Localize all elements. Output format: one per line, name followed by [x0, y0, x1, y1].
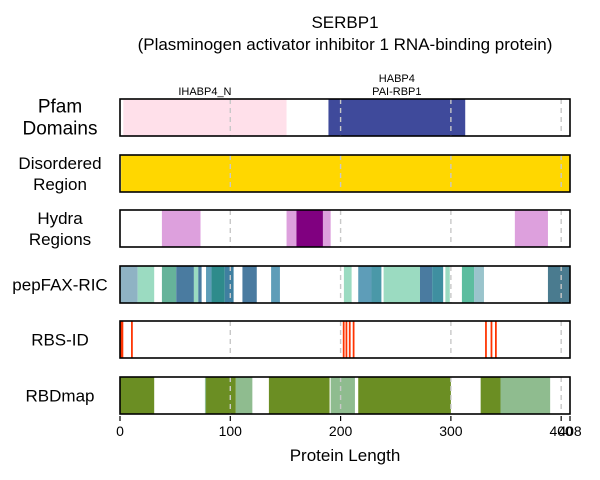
x-tick-label-400: 400	[549, 423, 573, 439]
track-border	[119, 320, 571, 359]
segment-pepfax-19	[474, 266, 484, 303]
track-label-pfam-0: Pfam	[38, 97, 82, 118]
track-border	[119, 376, 571, 415]
segment-pepfax-13	[371, 266, 382, 303]
segment-rbdmap-1	[204, 377, 207, 414]
track-label-hydra-1: Regions	[29, 230, 91, 249]
segment-pepfax-12	[358, 266, 372, 303]
segment-pepfax-7	[211, 266, 225, 303]
track-label-pepfax-0: pepFAX-RIC	[12, 276, 107, 295]
segment-pepfax-5	[198, 266, 202, 303]
segment-pepfax-18	[461, 266, 475, 303]
track-label-rbsid-0: RBS-ID	[31, 331, 89, 350]
track-label-disordered-1: Region	[33, 175, 87, 194]
segment-pepfax-14	[383, 266, 420, 303]
segment-rbdmap-6	[358, 377, 451, 414]
x-tick-label-408: 408	[558, 423, 582, 439]
segment-rbsid-0	[120, 321, 124, 358]
segment-rbsid-7	[490, 321, 493, 358]
segment-pepfax-16	[432, 266, 444, 303]
chart-title-line: SERBP1	[311, 13, 378, 32]
segment-rbdmap-7	[480, 377, 501, 414]
track-label-hydra-0: Hydra	[37, 209, 83, 228]
track-hydra: Hydra Regions	[29, 209, 571, 249]
segment-hydra-1	[286, 210, 297, 247]
chart-title: SERBP1 (Plasminogen activator inhibitor …	[138, 13, 553, 54]
segment-pepfax-10	[271, 266, 280, 303]
track-rbdmap: RBDmap	[26, 376, 571, 415]
segment-rbdmap-0	[120, 377, 155, 414]
track-border	[119, 154, 571, 193]
segment-rbsid-6	[485, 321, 487, 358]
segment-hydra-3	[322, 210, 331, 247]
segment-rbsid-3	[345, 321, 348, 358]
segment-pepfax-6	[206, 266, 212, 303]
track-pepfax: pepFAX-RIC	[12, 265, 571, 304]
track-label-disordered-0: Disordered	[18, 154, 101, 173]
track-border	[119, 209, 571, 248]
track-disordered: Disordered Region	[18, 154, 571, 194]
x-tick-label-200: 200	[329, 423, 353, 439]
segment-rbsid-4	[348, 321, 351, 358]
segment-rbdmap-4	[268, 377, 330, 414]
segment-rbdmap-3	[235, 377, 253, 414]
x-tick-label-300: 300	[439, 423, 463, 439]
segment-rbsid-2	[342, 321, 345, 358]
segment-pepfax-9	[242, 266, 257, 303]
segment-pepfax-15	[420, 266, 433, 303]
segment-pfam-1	[328, 99, 466, 136]
segment-pepfax-0	[120, 266, 138, 303]
track-border	[119, 98, 571, 137]
domain-label-0-0: IHABP4_N	[178, 86, 231, 98]
track-label-pfam-1: Domains	[23, 119, 98, 140]
chart-subtitle-line: (Plasminogen activator inhibitor 1 RNA-b…	[138, 35, 553, 54]
domain-label-1-0: HABP4	[379, 73, 415, 85]
segment-rbsid-8	[495, 321, 497, 358]
domain-label-1-1: PAI-RBP1	[372, 86, 421, 98]
x-tick-label-0: 0	[116, 423, 124, 439]
segment-pepfax-4	[193, 266, 199, 303]
segment-rbdmap-2	[206, 377, 236, 414]
track-background	[120, 321, 570, 358]
segment-pepfax-2	[161, 266, 177, 303]
track-label-rbdmap-0: RBDmap	[26, 387, 95, 406]
segment-pepfax-3	[176, 266, 194, 303]
segment-pepfax-11	[343, 266, 352, 303]
segment-hydra-0	[161, 210, 201, 247]
x-axis-label: Protein Length	[290, 446, 401, 465]
x-tick-label-100: 100	[219, 423, 243, 439]
segment-pfam-0	[123, 99, 287, 136]
segment-disordered-0	[121, 155, 571, 192]
segment-pepfax-1	[137, 266, 155, 303]
segment-pepfax-20	[547, 266, 570, 303]
segment-pepfax-17	[445, 266, 450, 303]
segment-pepfax-8	[224, 266, 234, 303]
segment-hydra-2	[296, 210, 323, 247]
segment-rbdmap-8	[500, 377, 551, 414]
segment-rbdmap-5	[330, 377, 355, 414]
segment-rbsid-5	[352, 321, 355, 358]
track-rbsid: RBS-ID	[31, 320, 571, 359]
segment-rbsid-1	[131, 321, 133, 358]
track-border	[119, 265, 571, 304]
segment-hydra-4	[514, 210, 548, 247]
